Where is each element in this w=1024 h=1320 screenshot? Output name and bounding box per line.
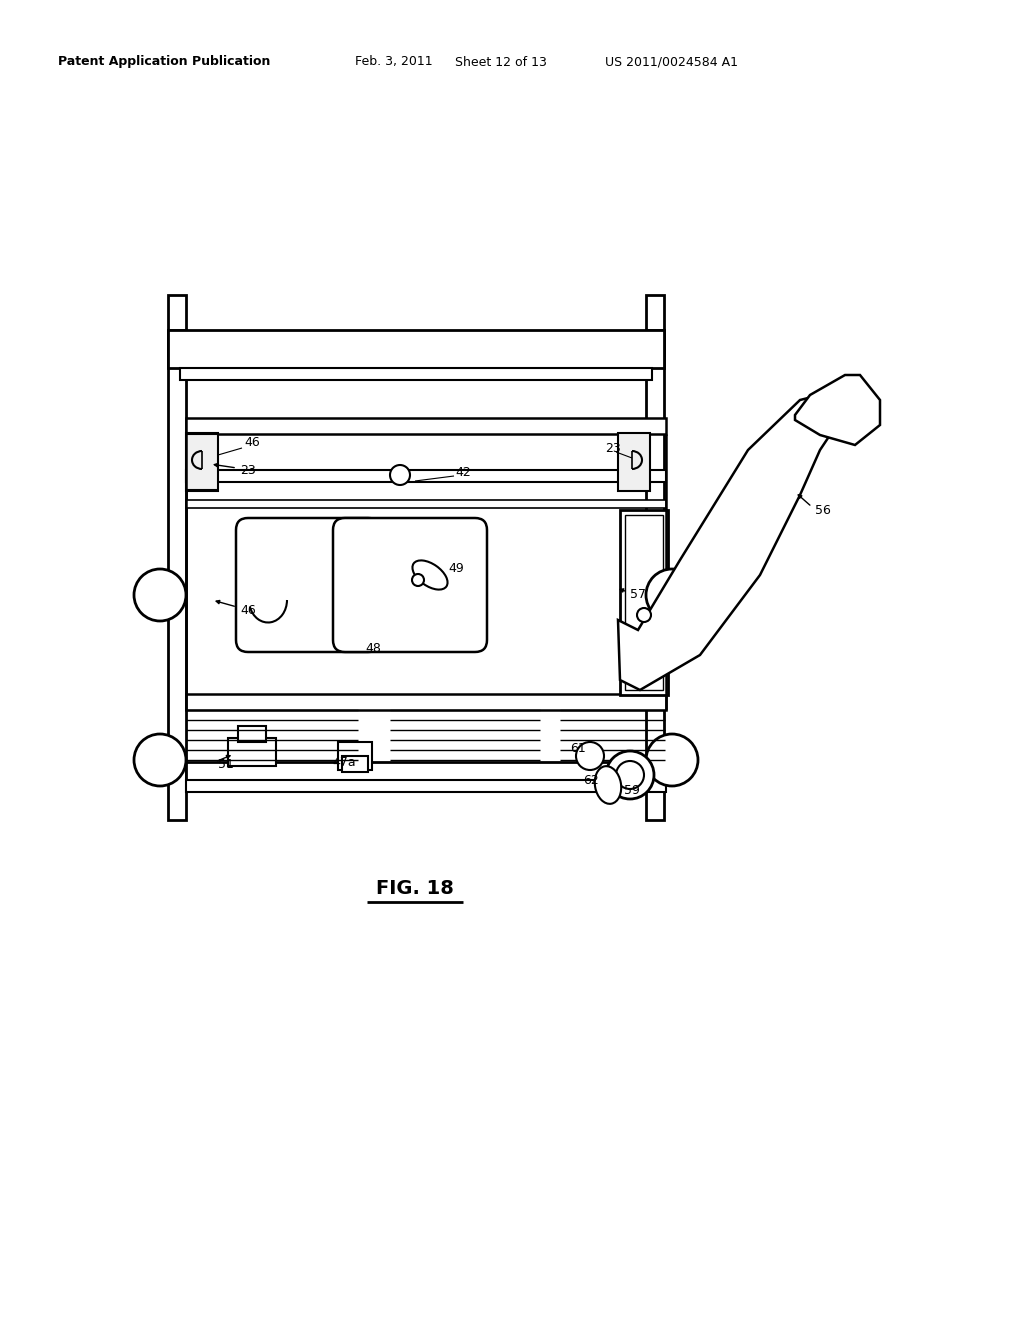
Circle shape [575,742,604,770]
Circle shape [637,609,651,622]
Text: 46: 46 [240,603,256,616]
Bar [338,742,372,770]
Bar [646,294,664,355]
Bar [186,470,666,482]
Bar [168,294,186,355]
Ellipse shape [595,766,622,804]
Circle shape [646,734,698,785]
Bar [186,780,666,792]
Text: Sheet 12 of 13: Sheet 12 of 13 [455,55,547,69]
Text: 47a: 47a [332,755,355,768]
Circle shape [646,569,698,620]
Bar [186,433,218,491]
Text: 23: 23 [605,442,621,455]
Text: 23: 23 [240,463,256,477]
Text: 57: 57 [630,589,646,602]
Bar [228,738,276,766]
Bar [186,694,666,710]
Bar [168,330,664,368]
Text: 56: 56 [815,503,830,516]
Bar [186,762,666,780]
Bar [168,330,186,820]
Bar [620,510,668,696]
Circle shape [616,762,644,789]
Text: Feb. 3, 2011: Feb. 3, 2011 [355,55,432,69]
Bar [342,756,368,772]
FancyBboxPatch shape [236,517,380,652]
Circle shape [134,569,186,620]
Bar [646,330,664,820]
Text: 61: 61 [570,742,586,755]
Text: 48: 48 [365,642,381,655]
Text: 46: 46 [244,437,260,450]
Text: 62: 62 [583,774,599,787]
Text: 42: 42 [455,466,471,479]
Circle shape [412,574,424,586]
Polygon shape [795,375,880,445]
Circle shape [134,734,186,785]
Text: Patent Application Publication: Patent Application Publication [58,55,270,69]
Text: US 2011/0024584 A1: US 2011/0024584 A1 [605,55,738,69]
Ellipse shape [413,561,447,590]
Bar [625,515,663,690]
FancyBboxPatch shape [333,517,487,652]
Bar [186,418,666,434]
Text: 51: 51 [218,759,233,771]
Polygon shape [618,389,855,690]
Bar [186,500,666,508]
Bar [618,433,650,491]
Circle shape [606,751,654,799]
Bar [238,726,266,742]
Circle shape [390,465,410,484]
Text: FIG. 18: FIG. 18 [376,879,454,898]
Bar [180,368,652,380]
Text: 59: 59 [624,784,640,796]
Text: 49: 49 [449,561,464,574]
